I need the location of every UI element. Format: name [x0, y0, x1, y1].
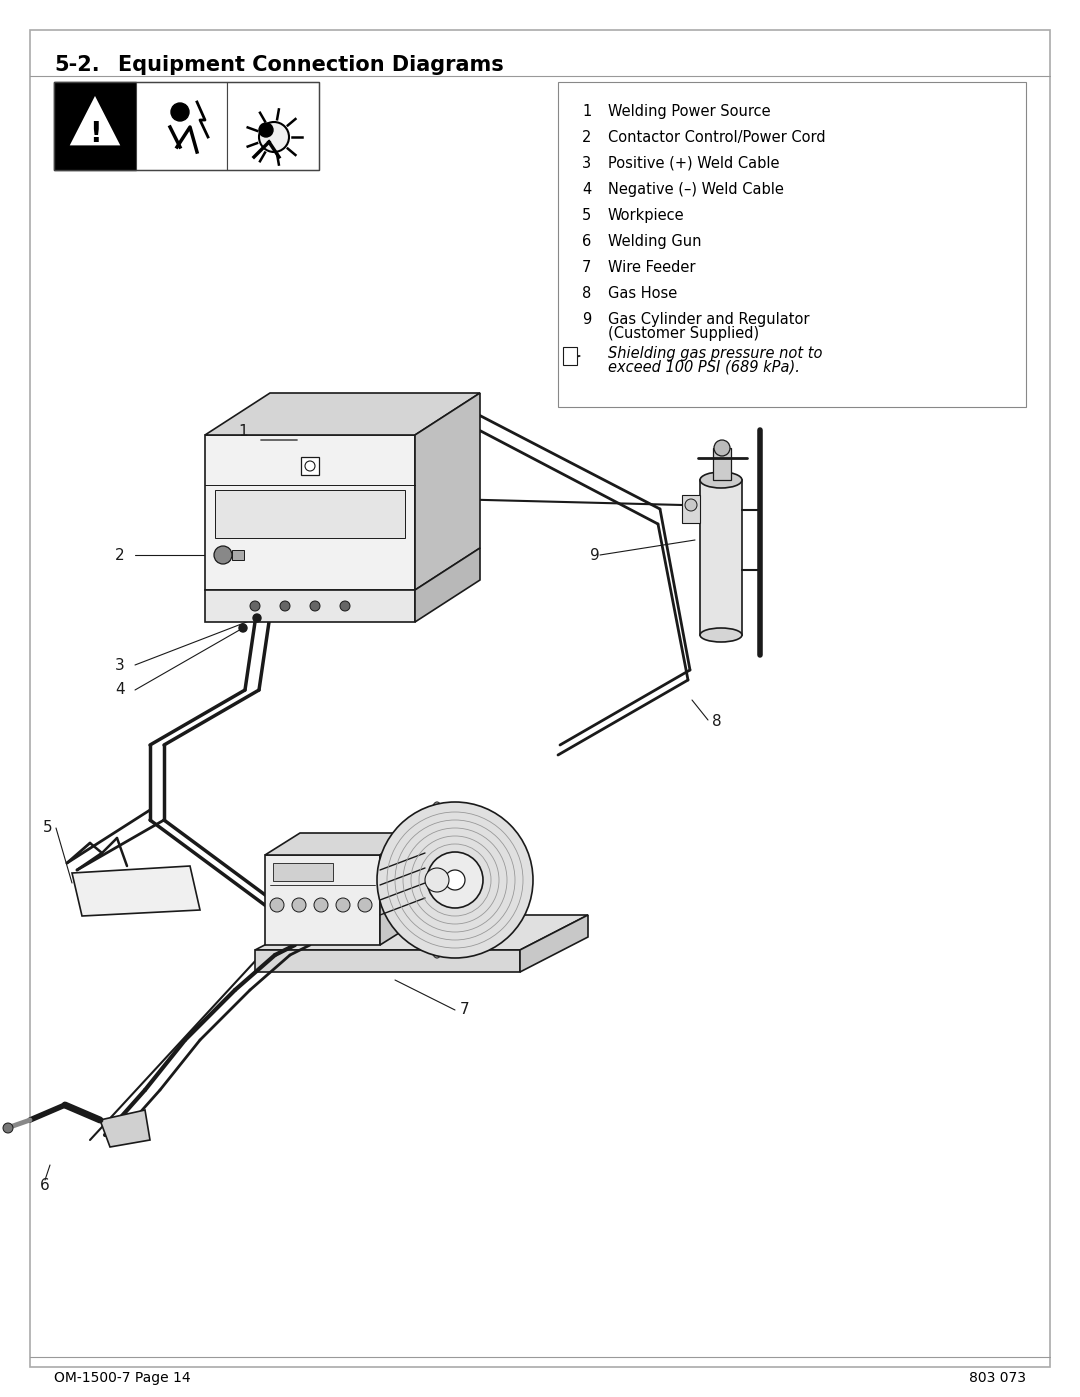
- Circle shape: [310, 601, 320, 610]
- Text: !: !: [89, 120, 102, 148]
- Bar: [54, 82, 319, 170]
- Circle shape: [714, 440, 730, 455]
- Bar: [558, 82, 1026, 407]
- Circle shape: [445, 870, 465, 890]
- Text: 8: 8: [712, 714, 721, 729]
- Polygon shape: [415, 393, 480, 590]
- Text: 5: 5: [42, 820, 52, 835]
- Text: Welding Gun: Welding Gun: [608, 235, 702, 249]
- Text: 803 073: 803 073: [969, 1370, 1026, 1384]
- Polygon shape: [72, 99, 118, 144]
- Text: 3: 3: [582, 156, 591, 170]
- Text: Gas Hose: Gas Hose: [608, 286, 677, 300]
- Circle shape: [314, 898, 328, 912]
- Circle shape: [259, 123, 273, 137]
- Polygon shape: [380, 833, 415, 944]
- Polygon shape: [72, 866, 200, 916]
- Text: Gas Cylinder and Regulator: Gas Cylinder and Regulator: [608, 312, 810, 327]
- Polygon shape: [265, 855, 380, 944]
- Circle shape: [259, 122, 289, 152]
- Text: 9: 9: [582, 312, 591, 327]
- Text: (Customer Supplied): (Customer Supplied): [608, 326, 759, 341]
- Text: OM-1500-7 Page 14: OM-1500-7 Page 14: [54, 1370, 191, 1384]
- Polygon shape: [205, 393, 480, 434]
- Circle shape: [253, 615, 261, 622]
- Text: 1: 1: [239, 425, 248, 440]
- Ellipse shape: [700, 629, 742, 643]
- Text: 2: 2: [116, 548, 125, 563]
- Polygon shape: [100, 1111, 150, 1147]
- Bar: [136, 82, 227, 170]
- Polygon shape: [205, 590, 415, 622]
- Ellipse shape: [423, 802, 451, 958]
- Text: Shielding gas pressure not to: Shielding gas pressure not to: [608, 346, 823, 360]
- Text: 3: 3: [116, 658, 125, 672]
- Bar: [227, 82, 319, 170]
- Polygon shape: [205, 434, 415, 590]
- Polygon shape: [255, 915, 588, 950]
- Text: Contactor Control/Power Cord: Contactor Control/Power Cord: [608, 130, 825, 145]
- Text: Workpiece: Workpiece: [608, 208, 685, 224]
- Circle shape: [3, 1123, 13, 1133]
- Text: exceed 100 PSI (689 kPa).: exceed 100 PSI (689 kPa).: [608, 360, 800, 374]
- Bar: [232, 550, 244, 560]
- Text: Welding Power Source: Welding Power Source: [608, 103, 771, 119]
- Circle shape: [292, 898, 306, 912]
- Polygon shape: [255, 950, 519, 972]
- Bar: [301, 457, 319, 475]
- Text: 7: 7: [460, 1003, 470, 1017]
- Circle shape: [336, 898, 350, 912]
- Polygon shape: [519, 915, 588, 972]
- Text: Equipment Connection Diagrams: Equipment Connection Diagrams: [118, 54, 503, 75]
- Circle shape: [171, 103, 189, 122]
- Circle shape: [249, 601, 260, 610]
- Circle shape: [239, 624, 247, 631]
- Text: 6: 6: [40, 1178, 50, 1193]
- Bar: [563, 346, 577, 365]
- Text: 4: 4: [582, 182, 591, 197]
- Bar: [681, 495, 700, 522]
- Circle shape: [427, 852, 483, 908]
- Polygon shape: [265, 833, 415, 855]
- Circle shape: [214, 546, 232, 564]
- Text: Wire Feeder: Wire Feeder: [608, 260, 696, 275]
- Text: Positive (+) Weld Cable: Positive (+) Weld Cable: [608, 156, 780, 170]
- Text: 1: 1: [582, 103, 591, 119]
- Bar: [54, 82, 136, 170]
- Text: 6: 6: [582, 235, 591, 249]
- Bar: [273, 863, 333, 882]
- Circle shape: [426, 868, 449, 893]
- Circle shape: [305, 461, 315, 471]
- Bar: [215, 490, 405, 538]
- Bar: [700, 481, 742, 636]
- Circle shape: [685, 499, 697, 511]
- Text: 2: 2: [582, 130, 592, 145]
- Text: Negative (–) Weld Cable: Negative (–) Weld Cable: [608, 182, 784, 197]
- Text: 7: 7: [582, 260, 592, 275]
- Ellipse shape: [700, 472, 742, 488]
- Bar: [713, 448, 731, 481]
- Text: 9: 9: [590, 548, 599, 563]
- Text: 4: 4: [116, 683, 125, 697]
- Circle shape: [270, 898, 284, 912]
- Text: 5: 5: [582, 208, 591, 224]
- Polygon shape: [415, 548, 480, 622]
- Circle shape: [357, 898, 372, 912]
- Circle shape: [280, 601, 291, 610]
- Text: 8: 8: [582, 286, 591, 300]
- Circle shape: [377, 802, 534, 958]
- Circle shape: [340, 601, 350, 610]
- Text: 5-2.: 5-2.: [54, 54, 99, 75]
